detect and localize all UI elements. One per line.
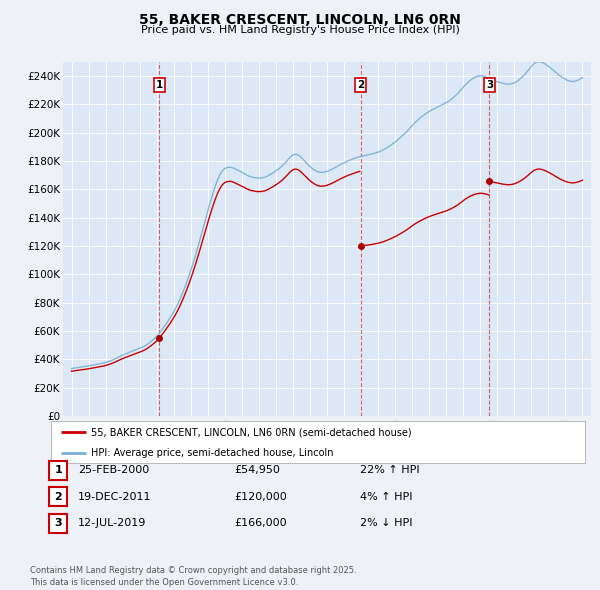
Text: £54,950: £54,950	[234, 466, 280, 475]
Text: £166,000: £166,000	[234, 519, 287, 528]
Text: 2% ↓ HPI: 2% ↓ HPI	[360, 519, 413, 528]
Text: 1: 1	[155, 80, 163, 90]
Text: £120,000: £120,000	[234, 492, 287, 502]
Text: Contains HM Land Registry data © Crown copyright and database right 2025.
This d: Contains HM Land Registry data © Crown c…	[30, 566, 356, 587]
Text: 3: 3	[486, 80, 493, 90]
Text: 2: 2	[357, 80, 364, 90]
Text: 19-DEC-2011: 19-DEC-2011	[78, 492, 151, 502]
Text: Price paid vs. HM Land Registry's House Price Index (HPI): Price paid vs. HM Land Registry's House …	[140, 25, 460, 35]
Text: 22% ↑ HPI: 22% ↑ HPI	[360, 466, 419, 475]
Text: 55, BAKER CRESCENT, LINCOLN, LN6 0RN (semi-detached house): 55, BAKER CRESCENT, LINCOLN, LN6 0RN (se…	[91, 428, 412, 438]
Text: 55, BAKER CRESCENT, LINCOLN, LN6 0RN: 55, BAKER CRESCENT, LINCOLN, LN6 0RN	[139, 13, 461, 27]
Text: 3: 3	[55, 519, 62, 528]
Text: HPI: Average price, semi-detached house, Lincoln: HPI: Average price, semi-detached house,…	[91, 448, 334, 458]
Text: 1: 1	[55, 466, 62, 475]
Text: 4% ↑ HPI: 4% ↑ HPI	[360, 492, 413, 502]
Text: 25-FEB-2000: 25-FEB-2000	[78, 466, 149, 475]
Text: 2: 2	[55, 492, 62, 502]
Text: 12-JUL-2019: 12-JUL-2019	[78, 519, 146, 528]
